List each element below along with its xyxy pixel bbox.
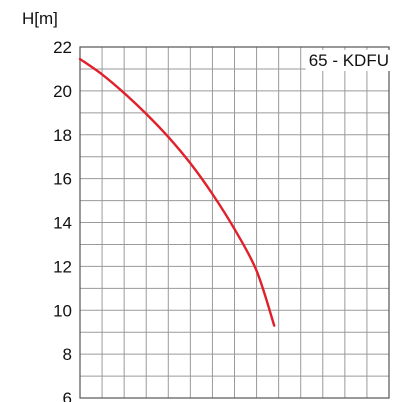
y-tick-label: 6: [63, 389, 72, 402]
y-tick-labels: 22 20 18 16 14 12 10 8 6: [53, 38, 72, 402]
y-tick-label: 20: [53, 82, 72, 101]
series: [78, 57, 276, 327]
y-tick-label: 10: [53, 301, 72, 320]
y-axis-title: H[m]: [22, 9, 58, 28]
plot-frame: [79, 46, 390, 399]
series-line: [78, 57, 276, 327]
y-tick-label: 14: [53, 214, 72, 233]
y-tick-label: 22: [53, 38, 72, 57]
series-label: 65 - KDFU: [309, 51, 389, 70]
y-tick-label: 18: [53, 126, 72, 145]
series-label-backing: [305, 50, 391, 71]
grid: [79, 46, 390, 399]
y-tick-label: 8: [63, 345, 72, 364]
y-tick-label: 12: [53, 257, 72, 276]
y-tick-label: 16: [53, 170, 72, 189]
